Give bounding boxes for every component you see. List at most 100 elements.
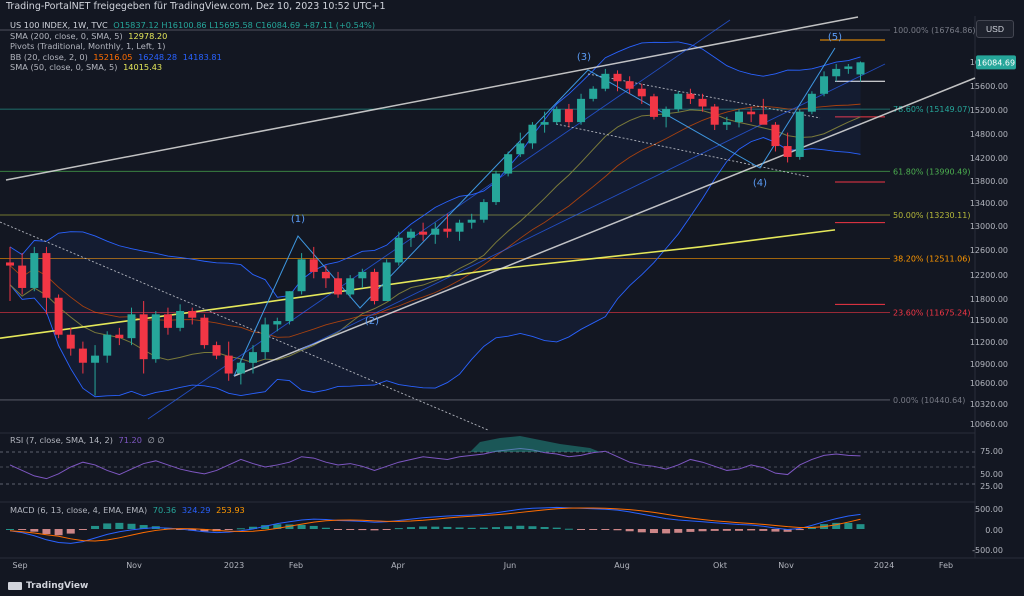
price-tick: 13800.00 [970,177,1008,186]
time-tick: Okt [713,561,727,570]
candle-body [297,259,306,292]
price-tick: 15600.00 [970,82,1008,91]
macd-histogram-bar [358,529,367,531]
candle-body [334,278,343,295]
candle-body [807,93,816,112]
candle-body [662,109,671,117]
candle-body [649,96,658,117]
macd-histogram-bar [443,526,452,529]
candle-body [236,362,245,374]
candle-body [151,314,160,360]
macd-tick: 0.00 [985,526,1003,535]
macd-histogram-bar [18,529,27,530]
candle-body [759,114,768,125]
bollinger-basis [9,103,861,338]
candle-body [309,259,318,272]
macd-histogram-bar [370,529,379,531]
wave-label: (3) [577,52,591,63]
macd-histogram-bar [54,529,63,536]
legend-sma200-row[interactable]: SMA (200, close, 0, SMA, 5) 12978.20 [10,31,375,42]
bollinger-lower [9,137,861,398]
candle-body [103,334,112,356]
macd-histogram-bar [577,529,586,530]
elliott-wave-path [233,47,836,377]
macd-histogram-bar [419,526,428,529]
wave-label: (5) [828,32,842,43]
sma50-label: SMA (50, close, 0, SMA, 5) [10,62,118,73]
bb-lower-value: 14183.81 [182,51,222,62]
candle-body [42,253,51,298]
fib-level-label: 100.00% (16764.86) [893,26,976,35]
price-tick: 14200.00 [970,154,1008,163]
candle-body [224,355,233,374]
macd-histogram-bar [188,529,197,531]
time-tick: Sep [12,561,27,570]
fib-level-label: 0.00% (10440.64) [893,396,965,405]
candle-body [504,154,513,174]
time-tick: Feb [289,561,303,570]
fib-level-label: 23.60% (11675.24) [893,309,970,318]
macd-histogram-bar [674,529,683,533]
macd-histogram-bar [91,525,100,529]
time-tick: 2023 [224,561,244,570]
candle-body [540,122,549,125]
bollinger-upper [9,41,861,298]
tradingview-logo[interactable]: TradingView [8,581,88,591]
candle-body [589,88,598,99]
macd-histogram-bar [649,529,658,534]
price-tick: 12600.00 [970,246,1008,255]
fib-level-label: 61.80% (13990.49) [893,167,970,176]
candle-body [212,345,221,356]
currency-button[interactable]: USD [976,20,1014,38]
legend-bb-row[interactable]: BB (20, close, 2, 0) 15216.05 16248.28 1… [10,52,375,63]
macd-histogram-bar [528,526,537,529]
time-tick: 2024 [874,561,894,570]
macd-histogram-bar [139,525,148,529]
macd-legend[interactable]: MACD (6, 13, close, 4, EMA, EMA) 70.36 3… [10,505,245,515]
legend-pivots-row[interactable]: Pivots (Traditional, Monthly, 1, Left, 1… [10,41,375,52]
candle-body [406,231,415,238]
rsi-overbought-fill [470,436,600,452]
candle-body [795,111,804,157]
last-price-value: 16084.69 [977,58,1015,67]
candle-body [200,317,209,346]
sma200-value: 12978.20 [128,30,168,41]
rsi-tick: 50.00 [980,470,1003,479]
price-tick: 13400.00 [970,199,1008,208]
macd-histogram-bar [334,529,343,530]
macd-histogram-bar [78,529,87,530]
time-tick: Nov [126,561,142,570]
main-legend: US 100 INDEX, 1W, TVC O15837.12 H16100.8… [10,20,375,73]
candle-body [674,93,683,110]
candle-body [346,278,355,295]
candle-body [564,109,573,123]
wave-label: (2) [365,316,379,327]
candle-body [370,271,379,302]
candle-body [686,93,695,99]
bollinger-fill [10,41,861,397]
macd-histogram-bar [200,529,209,532]
sma50-value: 14015.43 [123,62,163,73]
candle-body [771,124,780,147]
macd-histogram-bar [722,529,731,531]
candle-body [321,271,330,279]
candle-body [443,228,452,232]
symbol-label[interactable]: US 100 INDEX, 1W, TVC [10,20,108,30]
pivots-label: Pivots (Traditional, Monthly, 1, Left, 1… [10,41,166,52]
wave-label: (1) [291,214,305,225]
rsi-legend[interactable]: RSI (7, close, SMA, 14, 2) 71.20 ∅ ∅ [10,435,164,445]
macd-histogram-bar [6,529,14,530]
price-tick: 10320.00 [970,400,1008,409]
candle-body [91,355,100,363]
candle-body [747,111,756,115]
macd-histogram-bar [273,524,282,529]
legend-sma50-row[interactable]: SMA (50, close, 0, SMA, 5) 14015.43 [10,62,375,73]
candle-body [188,310,197,318]
macd-histogram-bar [844,522,853,529]
macd-line [9,506,861,544]
macd-histogram-bar [856,524,865,529]
macd-histogram-bar [516,525,525,529]
macd-histogram-bar [103,523,112,529]
macd-histogram-bar [309,525,318,529]
